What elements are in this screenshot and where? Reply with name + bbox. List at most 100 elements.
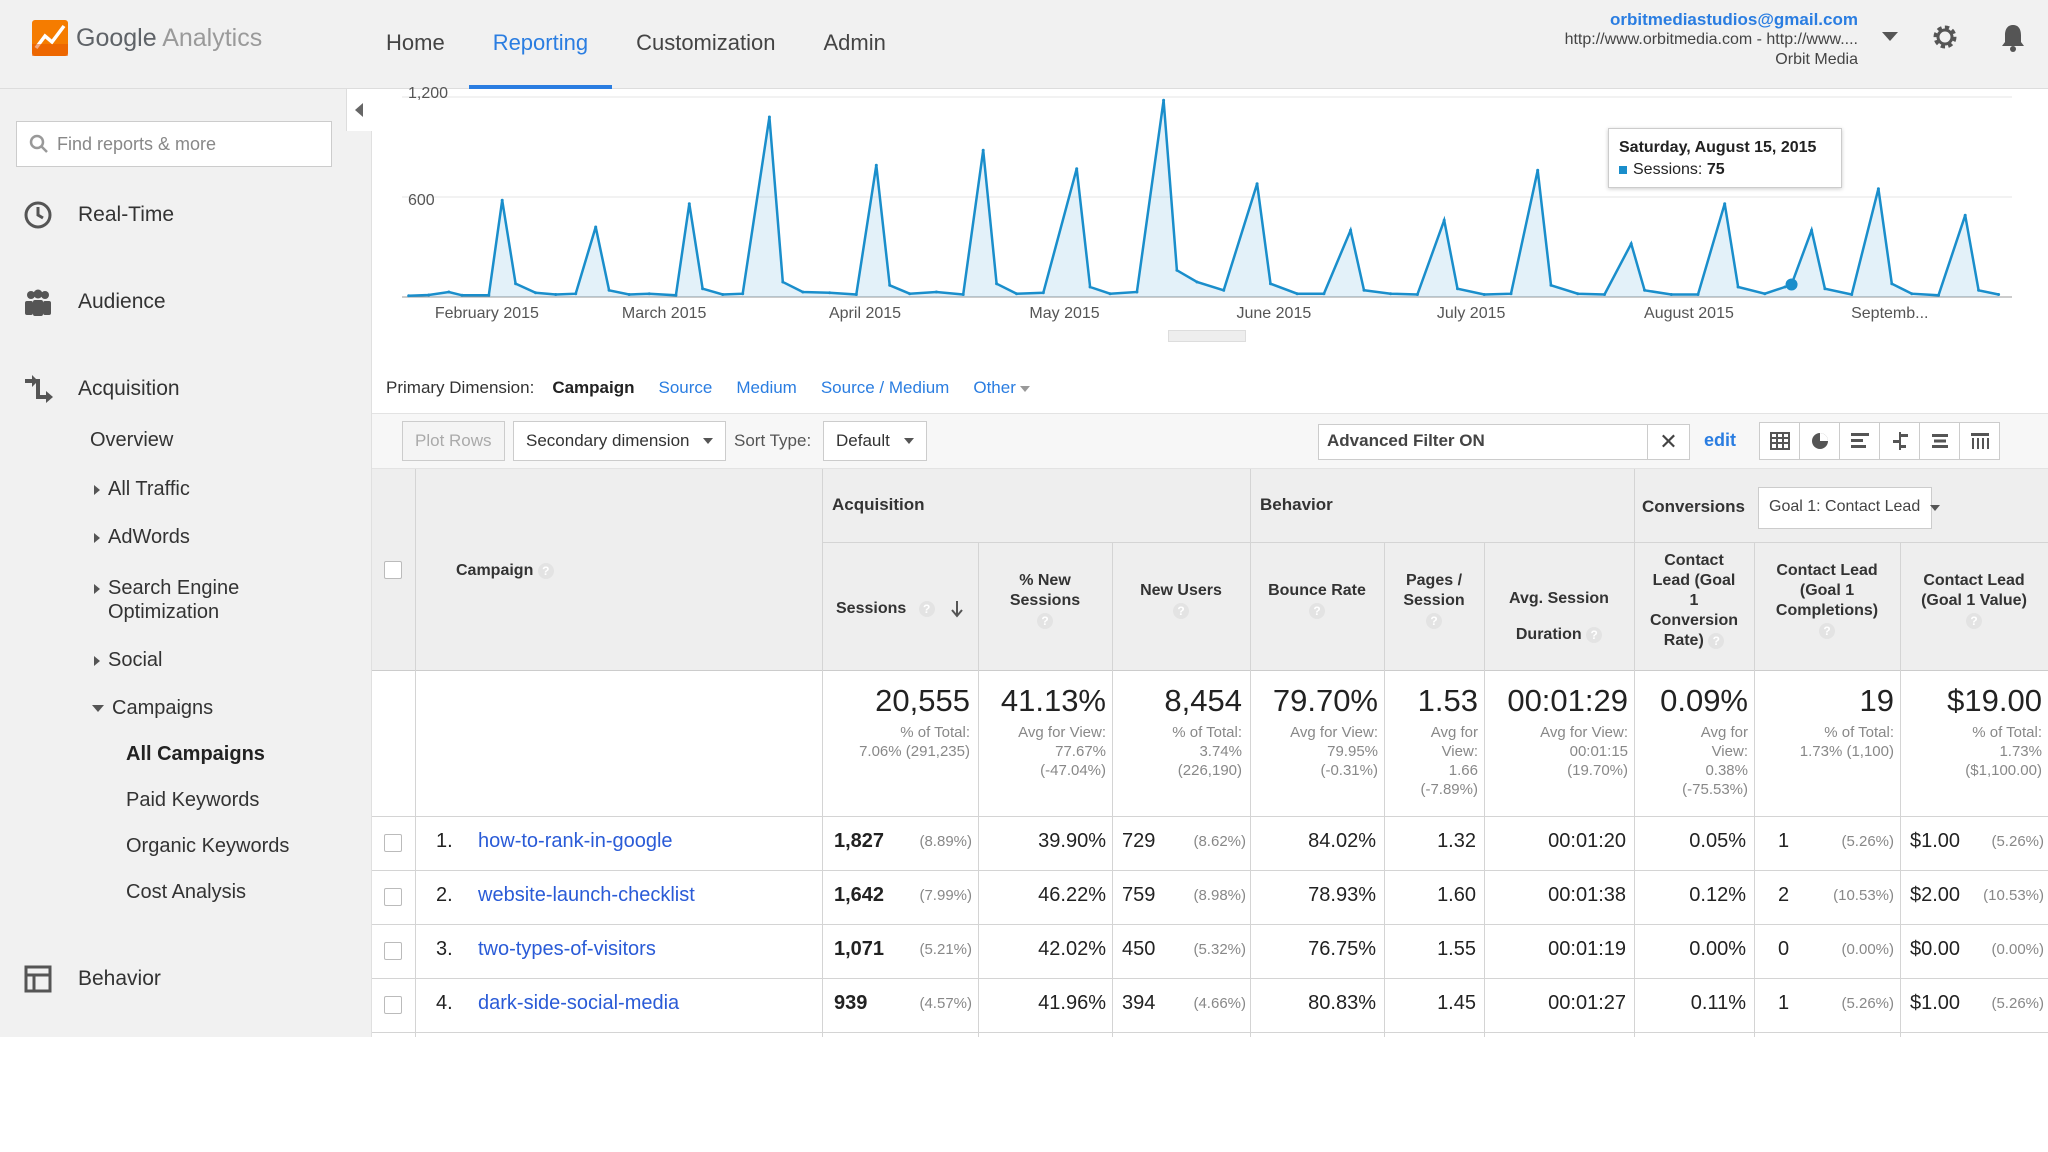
data-point[interactable] — [514, 282, 518, 286]
data-point[interactable] — [961, 293, 965, 296]
report-search-box[interactable] — [16, 121, 332, 167]
goal-selector-dropdown[interactable]: Goal 1: Contact Lead — [1758, 487, 1941, 529]
help-icon[interactable]: ? — [1586, 626, 1603, 643]
data-point[interactable] — [854, 293, 858, 296]
sidebar-sub-paid-keywords[interactable]: Paid Keywords — [126, 789, 260, 811]
data-point[interactable] — [1549, 283, 1553, 287]
data-point[interactable] — [534, 291, 538, 295]
primary-dimension-source[interactable]: Source — [658, 378, 713, 397]
data-point[interactable] — [1736, 285, 1740, 289]
data-point[interactable] — [995, 282, 999, 286]
data-point[interactable] — [1389, 292, 1393, 296]
data-point[interactable] — [1823, 287, 1827, 291]
sidebar-item-behavior[interactable]: Behavior — [0, 959, 346, 999]
col-header-completions[interactable]: Contact Lead (Goal 1 Completions)? — [1754, 561, 1900, 641]
data-point[interactable] — [1763, 292, 1767, 296]
data-point[interactable] — [1850, 293, 1854, 296]
data-point[interactable] — [828, 291, 832, 295]
pie-view-icon[interactable] — [1799, 422, 1840, 460]
comparison-view-icon[interactable] — [1879, 422, 1920, 460]
sidebar-item-acquisition[interactable]: Acquisition — [0, 369, 346, 409]
data-point[interactable] — [500, 198, 504, 202]
nav-customization[interactable]: Customization — [636, 30, 776, 55]
data-point[interactable] — [767, 115, 771, 119]
sessions-line-chart[interactable] — [372, 89, 2048, 341]
highlighted-data-point[interactable] — [1785, 278, 1798, 291]
sidebar-sub-all-campaigns[interactable]: All Campaigns — [126, 743, 265, 765]
data-point[interactable] — [627, 293, 631, 296]
pivot-view-icon[interactable] — [1959, 422, 2000, 460]
performance-view-icon[interactable] — [1839, 422, 1880, 460]
col-header-sessions[interactable]: Sessions ? — [836, 599, 965, 619]
data-point[interactable] — [1088, 285, 1092, 289]
campaign-link[interactable]: dark-side-social-media — [478, 992, 680, 1014]
series-line-sessions[interactable] — [408, 100, 1999, 297]
data-point[interactable] — [721, 293, 725, 296]
data-point[interactable] — [1349, 228, 1353, 232]
data-point[interactable] — [1108, 292, 1112, 296]
sort-type-dropdown[interactable]: Default — [823, 421, 927, 461]
nav-reporting[interactable]: Reporting — [468, 0, 613, 89]
data-point[interactable] — [801, 290, 805, 294]
help-icon[interactable]: ? — [1819, 622, 1835, 639]
help-icon[interactable]: ? — [537, 562, 554, 579]
data-point[interactable] — [1997, 293, 2001, 296]
sidebar-sub-campaigns[interactable]: Campaigns — [92, 697, 213, 720]
col-header-bounce-rate[interactable]: Bounce Rate? — [1250, 581, 1384, 621]
data-point[interactable] — [1222, 288, 1226, 292]
data-point[interactable] — [1783, 285, 1787, 289]
data-point[interactable] — [1269, 282, 1272, 286]
data-point[interactable] — [554, 293, 558, 296]
data-point[interactable] — [674, 293, 678, 297]
help-icon[interactable]: ? — [1173, 602, 1189, 619]
data-point[interactable] — [1415, 293, 1419, 296]
data-point[interactable] — [1977, 288, 1981, 292]
col-header-goal-value[interactable]: Contact Lead (Goal 1 Value)? — [1900, 571, 2048, 631]
primary-dimension-source-medium[interactable]: Source / Medium — [820, 378, 950, 397]
data-point[interactable] — [647, 292, 651, 296]
data-point[interactable] — [1629, 242, 1633, 246]
advanced-filter-field[interactable]: Advanced Filter ON — [1318, 424, 1648, 460]
collapse-sidebar-button[interactable] — [346, 89, 372, 131]
data-point[interactable] — [1075, 167, 1079, 171]
data-point[interactable] — [908, 292, 912, 296]
data-point[interactable] — [1643, 288, 1647, 292]
row-checkbox[interactable] — [384, 942, 402, 960]
data-point[interactable] — [701, 287, 705, 291]
term-cloud-view-icon[interactable] — [1919, 422, 1960, 460]
google-analytics-logo[interactable]: Google Analytics — [32, 20, 262, 56]
help-icon[interactable]: ? — [1966, 612, 1982, 629]
edit-filter-link[interactable]: edit — [1704, 430, 1737, 450]
sidebar-sub-social[interactable]: Social — [94, 649, 162, 672]
campaign-link[interactable]: how-to-rank-in-google — [478, 830, 673, 852]
account-selector[interactable]: orbitmediastudios@gmail.com http://www.o… — [1565, 10, 1858, 70]
data-point[interactable] — [1910, 292, 1914, 296]
data-point[interactable] — [1456, 287, 1459, 291]
data-point[interactable] — [607, 288, 611, 292]
data-point[interactable] — [687, 202, 691, 206]
data-point[interactable] — [1322, 292, 1326, 296]
sort-descending-arrow-icon[interactable] — [949, 599, 965, 619]
data-point[interactable] — [888, 283, 892, 287]
data-point[interactable] — [1603, 293, 1606, 296]
data-point[interactable] — [1015, 292, 1019, 296]
sidebar-sub-adwords[interactable]: AdWords — [94, 526, 190, 549]
table-view-icon[interactable] — [1759, 422, 1800, 460]
data-point[interactable] — [1195, 280, 1199, 284]
col-header-avg-session-duration[interactable]: Avg. Session Duration ? — [1484, 581, 1634, 653]
data-point[interactable] — [1482, 293, 1486, 296]
secondary-dimension-dropdown[interactable]: Secondary dimension — [513, 421, 727, 461]
help-icon[interactable]: ? — [1708, 632, 1725, 649]
sidebar-item-realtime[interactable]: Real-Time — [0, 195, 346, 235]
help-icon[interactable]: ? — [1309, 602, 1325, 619]
account-dropdown-caret-icon[interactable] — [1882, 32, 1898, 41]
nav-home[interactable]: Home — [386, 30, 445, 55]
help-icon[interactable]: ? — [1426, 612, 1442, 629]
data-point[interactable] — [1255, 182, 1259, 186]
sidebar-sub-organic-keywords[interactable]: Organic Keywords — [126, 835, 290, 857]
help-icon[interactable]: ? — [1037, 612, 1053, 629]
data-point[interactable] — [1937, 293, 1940, 297]
primary-dimension-medium[interactable]: Medium — [736, 378, 797, 397]
campaign-link[interactable]: two-types-of-visitors — [478, 938, 656, 960]
data-point[interactable] — [1876, 187, 1880, 191]
